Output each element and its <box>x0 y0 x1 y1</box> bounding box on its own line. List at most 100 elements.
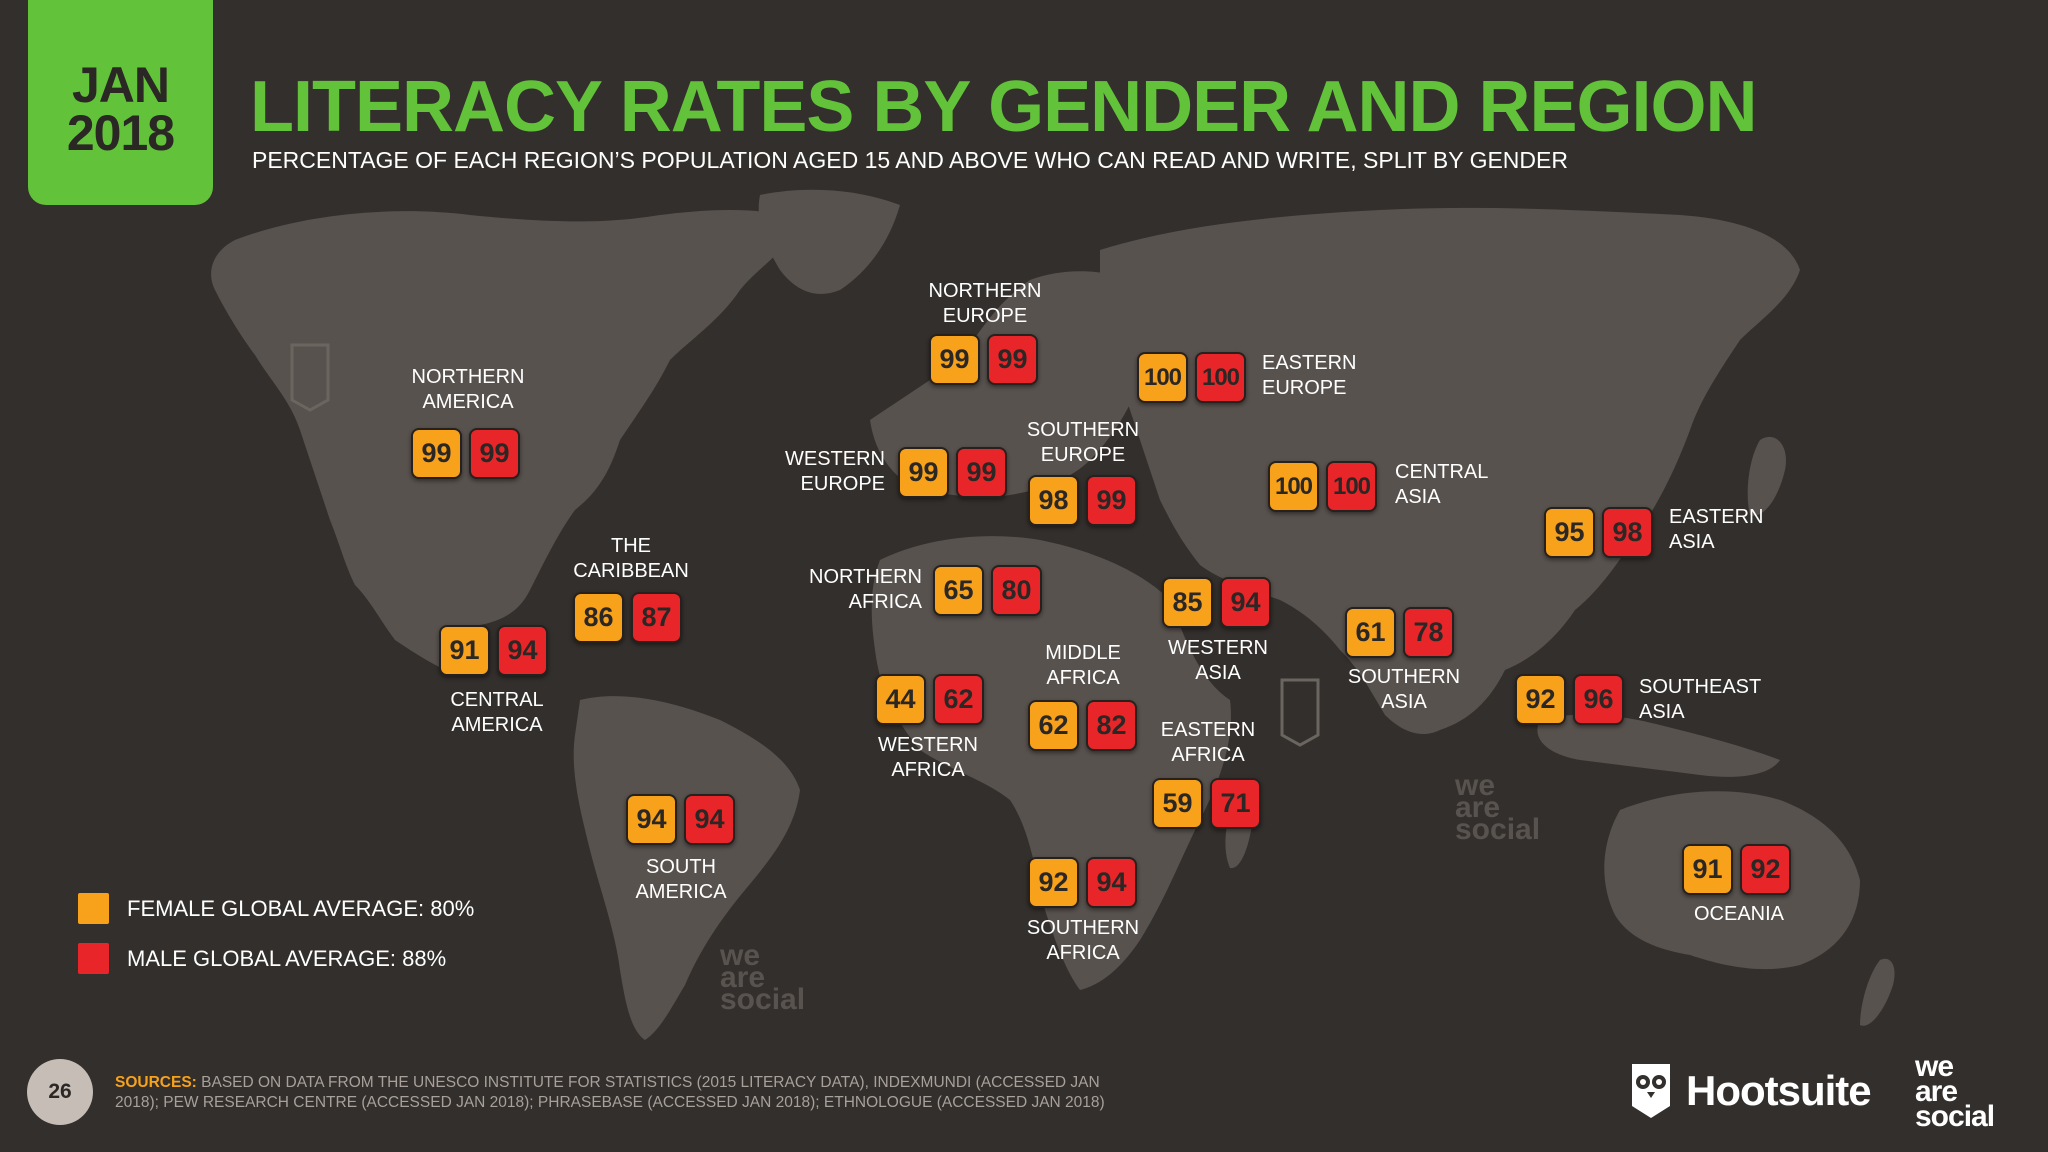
region-label-northern-africa: NORTHERN AFRICA <box>809 566 922 613</box>
region-pair-southern-asia: 61 78 <box>1345 607 1454 658</box>
female-value-box: 99 <box>929 334 980 385</box>
male-value-box: 94 <box>684 794 735 845</box>
owl-watermark-icon <box>290 343 330 412</box>
owl-watermark-icon <box>1280 678 1320 747</box>
female-value-box: 65 <box>933 565 984 616</box>
region-pair-central-america: 91 94 <box>439 625 548 676</box>
male-value-box: 100 <box>1195 352 1246 403</box>
sources-note: SOURCES: BASED ON DATA FROM THE UNESCO I… <box>115 1073 1115 1113</box>
region-pair-oceania: 91 92 <box>1682 844 1791 895</box>
region-label-southern-europe: SOUTHERN EUROPE <box>1026 419 1140 466</box>
legend-male-label: MALE GLOBAL AVERAGE: 88% <box>127 945 447 971</box>
male-value-box: 80 <box>991 565 1042 616</box>
region-label-southeast-asia: SOUTHEAST ASIA <box>1639 676 1762 723</box>
uk-landmass <box>920 377 949 431</box>
region-pair-south-america: 94 94 <box>626 794 735 845</box>
region-label-eastern-europe: EASTERN EUROPE <box>1262 352 1357 399</box>
date-month: JAN <box>71 57 170 113</box>
legend-female: FEMALE GLOBAL AVERAGE: 80% <box>78 893 474 924</box>
sources-text: BASED ON DATA FROM THE UNESCO INSTITUTE … <box>115 1074 1105 1111</box>
region-label-eastern-asia: EASTERN ASIA <box>1669 506 1764 553</box>
watermark-we-are-social: we are social <box>720 939 806 1016</box>
female-value-box: 61 <box>1345 607 1396 658</box>
male-value-box: 94 <box>497 625 548 676</box>
female-value-box: 98 <box>1028 475 1079 526</box>
sources-label: SOURCES: <box>115 1074 197 1091</box>
female-value-box: 99 <box>411 428 462 479</box>
male-value-box: 100 <box>1326 461 1377 512</box>
africa-landmass <box>871 536 1231 990</box>
date-year: 2018 <box>66 104 175 161</box>
male-value-box: 94 <box>1220 577 1271 628</box>
male-value-box: 94 <box>1086 857 1137 908</box>
region-label-central-asia: CENTRAL ASIA <box>1395 461 1489 508</box>
female-value-box: 59 <box>1152 778 1203 829</box>
region-label-eastern-africa: EASTERN AFRICA <box>1160 719 1256 766</box>
male-value-box: 78 <box>1403 607 1454 658</box>
male-value-box: 96 <box>1573 674 1624 725</box>
new-zealand-landmass <box>1860 958 1895 1026</box>
male-value-box: 99 <box>1086 475 1137 526</box>
male-value-box: 98 <box>1602 507 1653 558</box>
region-label-northern-america: NORTHERN AMERICA <box>411 366 525 413</box>
region-label-western-europe: WESTERN EUROPE <box>785 448 885 495</box>
asia-landmass <box>1100 207 1800 735</box>
female-value-box: 62 <box>1028 700 1079 751</box>
region-pair-western-africa: 44 62 <box>875 674 984 725</box>
female-swatch <box>78 893 109 924</box>
page-number: 26 <box>27 1059 93 1125</box>
japan-landmass <box>1747 436 1786 516</box>
region-pair-caribbean: 86 87 <box>573 592 682 643</box>
female-value-box: 100 <box>1268 461 1319 512</box>
region-pair-southeast-asia: 92 96 <box>1515 674 1624 725</box>
watermark-we-are-social: we are social <box>1455 769 1541 846</box>
region-pair-northern-africa: 65 80 <box>933 565 1042 616</box>
region-pair-western-asia: 85 94 <box>1162 577 1271 628</box>
region-pair-eastern-europe: 100 100 <box>1137 352 1246 403</box>
region-label-oceania: OCEANIA <box>1693 903 1785 925</box>
female-value-box: 95 <box>1544 507 1595 558</box>
region-pair-northern-europe: 99 99 <box>929 334 1038 385</box>
region-label-south-america: SOUTH AMERICA <box>635 856 727 903</box>
legend-male: MALE GLOBAL AVERAGE: 88% <box>78 943 446 974</box>
southeast-asia-islands <box>1537 714 1780 777</box>
region-pair-southern-europe: 98 99 <box>1028 475 1137 526</box>
owl-icon <box>1632 1064 1670 1118</box>
male-value-box: 99 <box>956 447 1007 498</box>
region-pair-eastern-asia: 95 98 <box>1544 507 1653 558</box>
female-value-box: 86 <box>573 592 624 643</box>
we-are-social-logo: we are social <box>1915 1050 1995 1133</box>
region-label-caribbean: THE CARIBBEAN <box>573 535 689 582</box>
page-subtitle: PERCENTAGE OF EACH REGION’S POPULATION A… <box>252 147 1568 173</box>
male-value-box: 87 <box>631 592 682 643</box>
female-value-box: 92 <box>1028 857 1079 908</box>
date-tab: JAN 2018 <box>28 0 213 205</box>
female-value-box: 91 <box>1682 844 1733 895</box>
female-value-box: 100 <box>1137 352 1188 403</box>
region-pair-western-europe: 99 99 <box>898 447 1007 498</box>
hootsuite-wordmark: Hootsuite <box>1686 1067 1872 1114</box>
region-label-middle-africa: MIDDLE AFRICA <box>1045 642 1121 689</box>
region-pair-central-asia: 100 100 <box>1268 461 1377 512</box>
female-value-box: 91 <box>439 625 490 676</box>
region-label-southern-africa: SOUTHERN AFRICA <box>1026 917 1140 964</box>
female-value-box: 92 <box>1515 674 1566 725</box>
region-label-southern-asia: SOUTHERN ASIA <box>1347 666 1461 713</box>
female-value-box: 99 <box>898 447 949 498</box>
female-value-box: 85 <box>1162 577 1213 628</box>
region-pair-eastern-africa: 59 71 <box>1152 778 1261 829</box>
region-label-northern-europe: NORTHERN EUROPE <box>928 280 1042 327</box>
male-value-box: 99 <box>469 428 520 479</box>
female-value-box: 44 <box>875 674 926 725</box>
male-value-box: 71 <box>1210 778 1261 829</box>
male-value-box: 92 <box>1740 844 1791 895</box>
male-value-box: 99 <box>987 334 1038 385</box>
greenland-landmass <box>758 189 900 294</box>
female-value-box: 94 <box>626 794 677 845</box>
region-label-central-america: CENTRAL AMERICA <box>450 689 544 736</box>
page-title: LITERACY RATES BY GENDER AND REGION <box>250 67 1757 147</box>
male-value-box: 62 <box>933 674 984 725</box>
male-swatch <box>78 943 109 974</box>
region-label-western-asia: WESTERN ASIA <box>1168 637 1268 684</box>
